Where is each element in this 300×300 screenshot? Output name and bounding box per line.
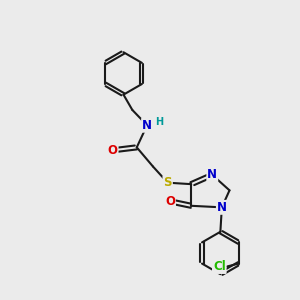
Text: Cl: Cl xyxy=(213,260,226,273)
Text: H: H xyxy=(155,117,164,127)
Text: O: O xyxy=(165,195,175,208)
Text: N: N xyxy=(142,119,152,132)
Text: N: N xyxy=(207,168,217,182)
Text: S: S xyxy=(164,176,172,189)
Text: N: N xyxy=(217,201,227,214)
Text: O: O xyxy=(108,144,118,157)
